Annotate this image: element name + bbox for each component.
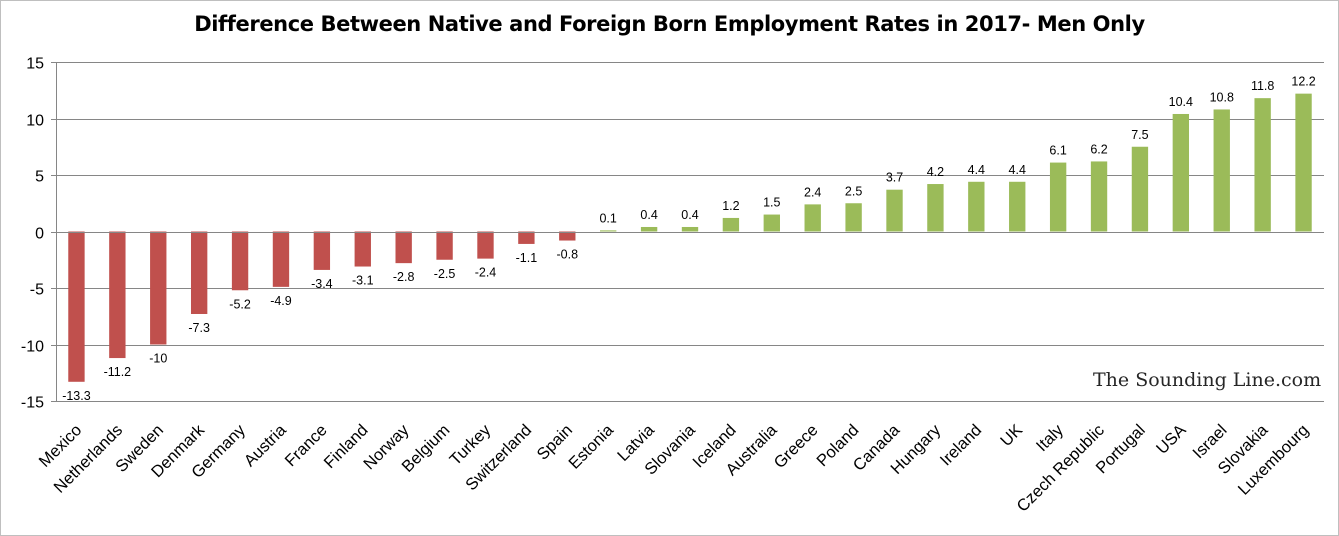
data-label: -2.5 xyxy=(434,267,456,281)
data-label: -3.4 xyxy=(311,277,333,291)
data-label: -10 xyxy=(149,352,167,366)
bar xyxy=(845,203,862,232)
data-label: 10.8 xyxy=(1210,90,1234,104)
bar xyxy=(1131,146,1149,232)
category-label: Italy xyxy=(1033,421,1068,456)
data-label: 10.4 xyxy=(1169,95,1193,109)
bar xyxy=(804,204,821,232)
bar xyxy=(559,231,576,241)
bar xyxy=(1090,161,1108,232)
y-tick-label: 5 xyxy=(35,169,44,186)
bar xyxy=(1172,113,1190,232)
data-label: 1.2 xyxy=(722,199,739,213)
bar xyxy=(190,231,208,314)
bar xyxy=(1009,181,1026,232)
category-label: Estonia xyxy=(565,421,617,473)
bar xyxy=(968,181,985,232)
bar xyxy=(272,231,290,287)
data-label: 3.7 xyxy=(886,171,903,185)
bar xyxy=(354,231,371,267)
data-label: 4.2 xyxy=(927,165,944,179)
data-label: 12.2 xyxy=(1291,75,1315,89)
data-label: -0.8 xyxy=(557,248,579,262)
data-label: 0.4 xyxy=(681,208,698,222)
data-label: -2.4 xyxy=(475,266,497,280)
data-label: 4.4 xyxy=(1009,163,1026,177)
category-label: Ireland xyxy=(937,421,985,469)
chart-title: Difference Between Native and Foreign Bo… xyxy=(194,12,1145,36)
data-label: 6.1 xyxy=(1049,144,1066,158)
bar xyxy=(640,226,658,232)
bar xyxy=(395,231,412,264)
y-tick-label: 10 xyxy=(26,113,44,130)
bar xyxy=(927,184,944,232)
data-label: 4.4 xyxy=(968,163,985,177)
category-label: Austria xyxy=(241,421,291,471)
bar xyxy=(1295,93,1312,232)
data-label: -7.3 xyxy=(188,321,210,335)
data-label: -11.2 xyxy=(104,365,132,379)
y-tick-label: -15 xyxy=(21,395,44,412)
data-label: 0.1 xyxy=(599,211,616,225)
bar xyxy=(1049,162,1067,232)
data-label: 11.8 xyxy=(1251,79,1274,93)
bar xyxy=(68,231,85,382)
y-tick-label: -5 xyxy=(30,282,44,299)
category-label: Greece xyxy=(771,421,822,472)
data-label: 2.4 xyxy=(804,185,821,199)
bar xyxy=(1213,109,1230,232)
data-label: -2.8 xyxy=(393,270,415,284)
bar xyxy=(722,217,740,232)
bar xyxy=(1254,98,1271,232)
bar xyxy=(477,231,494,259)
data-label: 0.4 xyxy=(640,208,657,222)
bar xyxy=(886,189,903,232)
data-label: 2.5 xyxy=(845,184,862,198)
data-label: -5.2 xyxy=(229,297,251,311)
bar xyxy=(763,214,780,232)
bar xyxy=(109,231,126,359)
data-label: 7.5 xyxy=(1131,128,1148,142)
bar xyxy=(681,226,699,232)
data-label: -4.9 xyxy=(270,294,292,308)
data-label: 6.2 xyxy=(1090,142,1107,156)
bar xyxy=(518,231,535,244)
bar xyxy=(436,231,453,260)
bar xyxy=(313,231,331,270)
watermark: The Sounding Line.com xyxy=(1093,369,1322,391)
bar xyxy=(600,230,617,232)
category-label: UK xyxy=(997,421,1026,450)
bar xyxy=(150,231,167,345)
bar xyxy=(231,231,249,291)
data-label: 1.5 xyxy=(763,196,780,210)
y-tick-label: 0 xyxy=(35,226,44,243)
data-label: -1.1 xyxy=(516,251,538,265)
category-label: USA xyxy=(1153,421,1190,458)
y-tick-label: 15 xyxy=(26,56,44,73)
y-tick-label: -10 xyxy=(21,339,44,356)
data-label: -3.1 xyxy=(352,274,374,288)
data-label: -13.3 xyxy=(62,389,91,403)
